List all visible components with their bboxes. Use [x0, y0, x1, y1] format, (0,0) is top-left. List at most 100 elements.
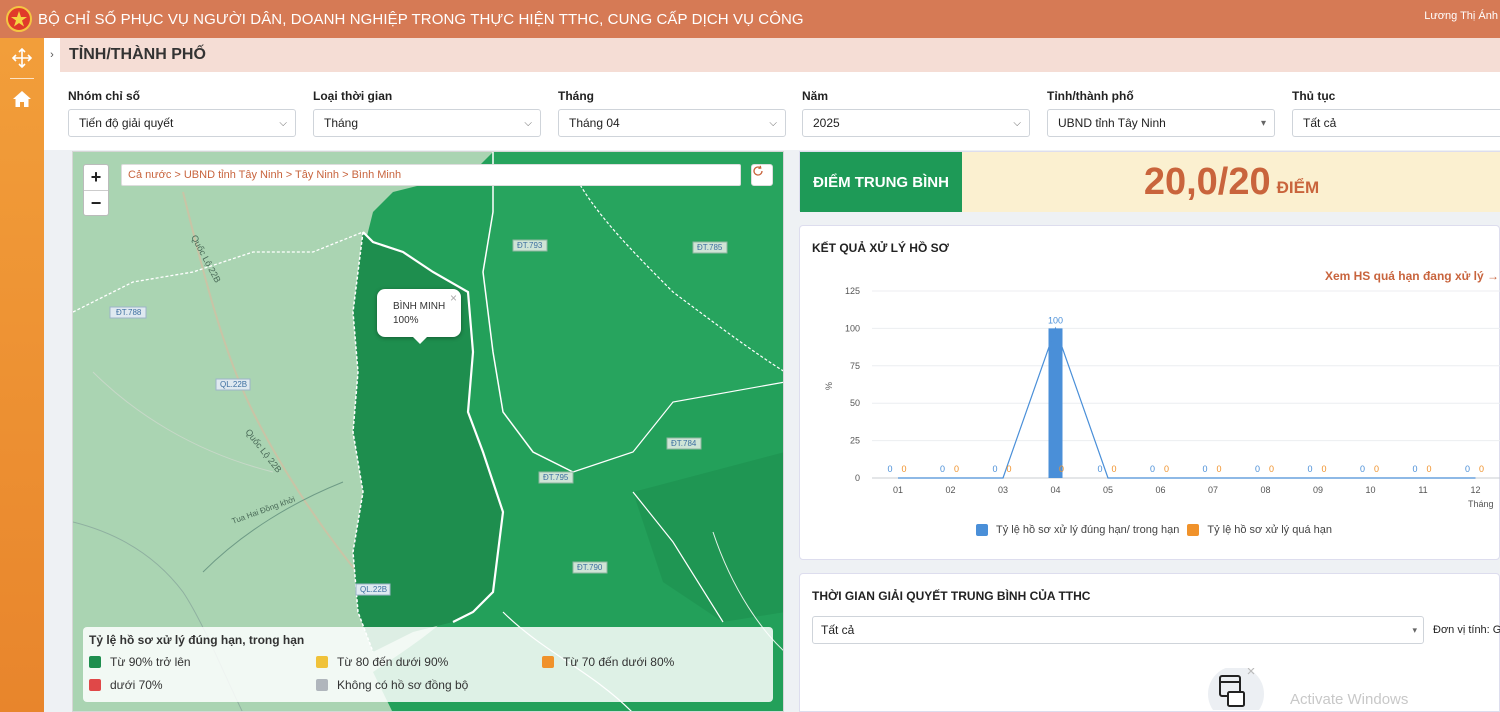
filter-time-type: Loại thời gian Tháng ⌵ [313, 89, 541, 137]
filter-indicator-group: Nhóm chỉ số Tiến độ giải quyết ⌵ [68, 89, 296, 137]
province-select[interactable]: UBND tỉnh Tây Ninh ▾ [1047, 109, 1275, 137]
data-label-on-time: 0 [1307, 464, 1312, 474]
x-tick-label: 02 [945, 485, 955, 495]
filter-label: Tỉnh/thành phố [1047, 89, 1134, 103]
procedure-time-select[interactable]: Tất cả ▾ [812, 616, 1424, 644]
y-tick-label: 50 [850, 398, 860, 408]
chevron-down-icon: ⌵ [524, 117, 532, 129]
legend-label[interactable]: Tỷ lệ hồ sơ xử lý đúng hạn/ trong hạn [996, 524, 1180, 536]
data-label-on-time: 0 [1097, 464, 1102, 474]
sidebar-divider [10, 78, 34, 79]
y-tick-label: 75 [850, 361, 860, 371]
year-select[interactable]: 2025 ⌵ [802, 109, 1030, 137]
processing-time-card: THỜI GIAN GIẢI QUYẾT TRUNG BÌNH CỦA TTHC… [799, 573, 1500, 712]
legend-item: Từ 80 đến dưới 90% [316, 655, 448, 669]
select-value: Tất cả [821, 623, 855, 637]
average-score-value-box: 20,0/20 ĐIỂM [962, 152, 1500, 212]
legend-swatch [316, 656, 328, 668]
zoom-out-button[interactable]: − [84, 190, 108, 215]
map-legend: Tỷ lệ hồ sơ xử lý đúng hạn, trong hạn Từ… [83, 627, 773, 702]
x-tick-label: 03 [998, 485, 1008, 495]
legend-label[interactable]: Tỷ lệ hồ sơ xử lý quá hạn [1207, 524, 1332, 536]
x-tick-label: 10 [1365, 485, 1375, 495]
map-panel[interactable]: ĐT.788 QL.22B ĐT.793 ĐT.785 ĐT.784 ĐT.79… [72, 151, 784, 712]
data-label-on-time: 0 [992, 464, 997, 474]
map-breadcrumb[interactable]: Cả nước > UBND tỉnh Tây Ninh > Tây Ninh … [121, 164, 741, 186]
legend-swatch [542, 656, 554, 668]
data-label-on-time: 0 [887, 464, 892, 474]
select-value: Tháng [324, 116, 359, 130]
filter-procedure: Thủ tục Tất cả [1292, 89, 1500, 137]
month-select[interactable]: Tháng 04 ⌵ [558, 109, 786, 137]
legend-item: Từ 70 đến dưới 80% [542, 655, 674, 669]
top-bar: BỘ CHỈ SỐ PHỤC VỤ NGƯỜI DÂN, DOANH NGHIỆ… [0, 0, 1500, 38]
average-score-label: ĐIỂM TRUNG BÌNH [800, 152, 962, 212]
procedure-select[interactable]: Tất cả [1292, 109, 1500, 137]
time-type-select[interactable]: Tháng ⌵ [313, 109, 541, 137]
data-label-on-time: 0 [1255, 464, 1260, 474]
data-label-overdue: 0 [1059, 464, 1064, 474]
popup-close-icon[interactable]: × [449, 291, 457, 305]
chevron-down-icon: ▾ [1260, 117, 1266, 129]
map-canvas[interactable]: ĐT.788 QL.22B ĐT.793 ĐT.785 ĐT.784 ĐT.79… [73, 152, 784, 712]
y-tick-label: 25 [850, 436, 860, 446]
select-value: UBND tỉnh Tây Ninh [1058, 116, 1166, 130]
sidebar-toggle-chevron-icon[interactable]: › [44, 38, 60, 72]
road-label: QL.22B [360, 585, 387, 594]
home-icon[interactable] [0, 79, 44, 119]
data-label-overdue: 0 [901, 464, 906, 474]
chevron-down-icon: ⌵ [1013, 117, 1021, 129]
legend-item: Từ 90% trở lên [89, 655, 191, 669]
results-title: KẾT QUẢ XỬ LÝ HỒ SƠ [812, 241, 949, 255]
indicator-group-select[interactable]: Tiến độ giải quyết ⌵ [68, 109, 296, 137]
x-tick-label: 05 [1103, 485, 1113, 495]
select-value: Tất cả [1303, 116, 1337, 130]
select-value: 2025 [813, 116, 840, 130]
chevron-down-icon: ▾ [1412, 624, 1417, 635]
filter-label: Loại thời gian [313, 89, 393, 103]
chevron-down-icon: ⌵ [769, 117, 777, 129]
legend-label: Từ 90% trở lên [110, 655, 191, 669]
filter-label: Thủ tục [1292, 89, 1336, 103]
data-label-on-time: 0 [1360, 464, 1365, 474]
filter-label: Nhóm chỉ số [68, 89, 141, 103]
legend-label: Từ 80 đến dưới 90% [337, 655, 449, 669]
results-chart-card: KẾT QUẢ XỬ LÝ HỒ SƠ Xem HS quá hạn đang … [799, 225, 1500, 560]
data-label-on-time: 0 [1412, 464, 1417, 474]
road-label: ĐT.784 [671, 439, 697, 448]
app-title: BỘ CHỈ SỐ PHỤC VỤ NGƯỜI DÂN, DOANH NGHIỆ… [38, 10, 804, 28]
overdue-link[interactable]: Xem HS quá hạn đang xử lý → [1324, 269, 1499, 283]
data-label-on-time: 100 [1048, 315, 1063, 325]
user-name[interactable]: Lương Thị Ánh [1424, 10, 1498, 22]
zoom-in-button[interactable]: + [90, 167, 102, 187]
legend-label: Từ 70 đến dưới 80% [563, 655, 675, 669]
y-tick-label: 0 [855, 473, 860, 483]
road-label: ĐT.795 [543, 473, 569, 482]
legend-label: dưới 70% [110, 678, 163, 692]
sidebar-menu-icon[interactable] [0, 38, 44, 78]
popup-region-name: BÌNH MINH [393, 301, 446, 312]
road-label: ĐT.785 [697, 243, 723, 252]
data-label-overdue: 0 [1426, 464, 1431, 474]
results-chart: 0 25 50 75 100 125% 01 02 03 04 05 06 07 08 09 10 11 12 Th… [824, 286, 1500, 509]
road-label: ĐT.793 [517, 241, 543, 250]
data-label-overdue: 0 [954, 464, 959, 474]
y-tick-label: 100 [845, 323, 860, 333]
x-tick-label: 06 [1155, 485, 1165, 495]
x-tick-label: 01 [893, 485, 903, 495]
x-axis-label: Tháng [1468, 499, 1494, 509]
legend-swatch [89, 679, 101, 691]
y-axis-label: % [824, 382, 834, 390]
legend-item: dưới 70% [89, 678, 163, 692]
legend-swatch [316, 679, 328, 691]
chart-legend: Tỷ lệ hồ sơ xử lý đúng hạn/ trong hạn Tỷ… [976, 524, 1332, 536]
average-score-unit: ĐIỂM [1276, 178, 1320, 197]
x-tick-label: 09 [1313, 485, 1323, 495]
processing-time-title: THỜI GIAN GIẢI QUYẾT TRUNG BÌNH CỦA TTHC [812, 589, 1091, 603]
x-tick-label: 08 [1260, 485, 1270, 495]
filter-year: Năm 2025 ⌵ [802, 89, 1030, 137]
select-value: Tháng 04 [569, 116, 620, 130]
data-label-on-time: 0 [1465, 464, 1470, 474]
data-label-overdue: 0 [1374, 464, 1379, 474]
refresh-icon[interactable] [751, 164, 773, 186]
